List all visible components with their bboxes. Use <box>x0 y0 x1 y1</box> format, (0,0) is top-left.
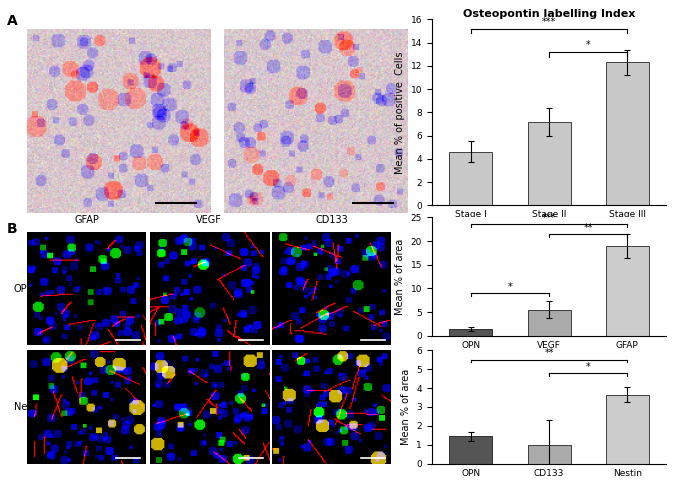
Bar <box>606 246 649 336</box>
Bar <box>449 152 492 205</box>
Title: Osteopontin labelling Index: Osteopontin labelling Index <box>463 9 635 18</box>
Text: ***: *** <box>542 213 556 223</box>
Bar <box>449 436 492 464</box>
Text: OPN: OPN <box>14 284 35 294</box>
Text: GFAP: GFAP <box>74 214 99 225</box>
Text: **: ** <box>583 223 593 233</box>
Text: Nestin: Nestin <box>14 402 45 412</box>
Bar <box>606 395 649 464</box>
Bar <box>528 310 571 336</box>
Y-axis label: Mean % of area: Mean % of area <box>401 369 411 445</box>
Text: *: * <box>586 362 590 372</box>
Text: **: ** <box>545 349 554 358</box>
Text: VEGF: VEGF <box>196 214 222 225</box>
Text: *: * <box>586 40 590 50</box>
Text: B: B <box>7 222 18 236</box>
Bar <box>606 62 649 205</box>
Text: CD133: CD133 <box>315 214 348 225</box>
Bar <box>528 122 571 205</box>
Text: ***: *** <box>542 17 556 27</box>
Bar <box>528 445 571 464</box>
Y-axis label: Mean % of positive  Cells: Mean % of positive Cells <box>395 51 405 173</box>
Y-axis label: Mean % of area: Mean % of area <box>395 239 405 314</box>
Text: A: A <box>7 14 18 28</box>
Bar <box>449 329 492 336</box>
Text: *: * <box>508 282 512 292</box>
